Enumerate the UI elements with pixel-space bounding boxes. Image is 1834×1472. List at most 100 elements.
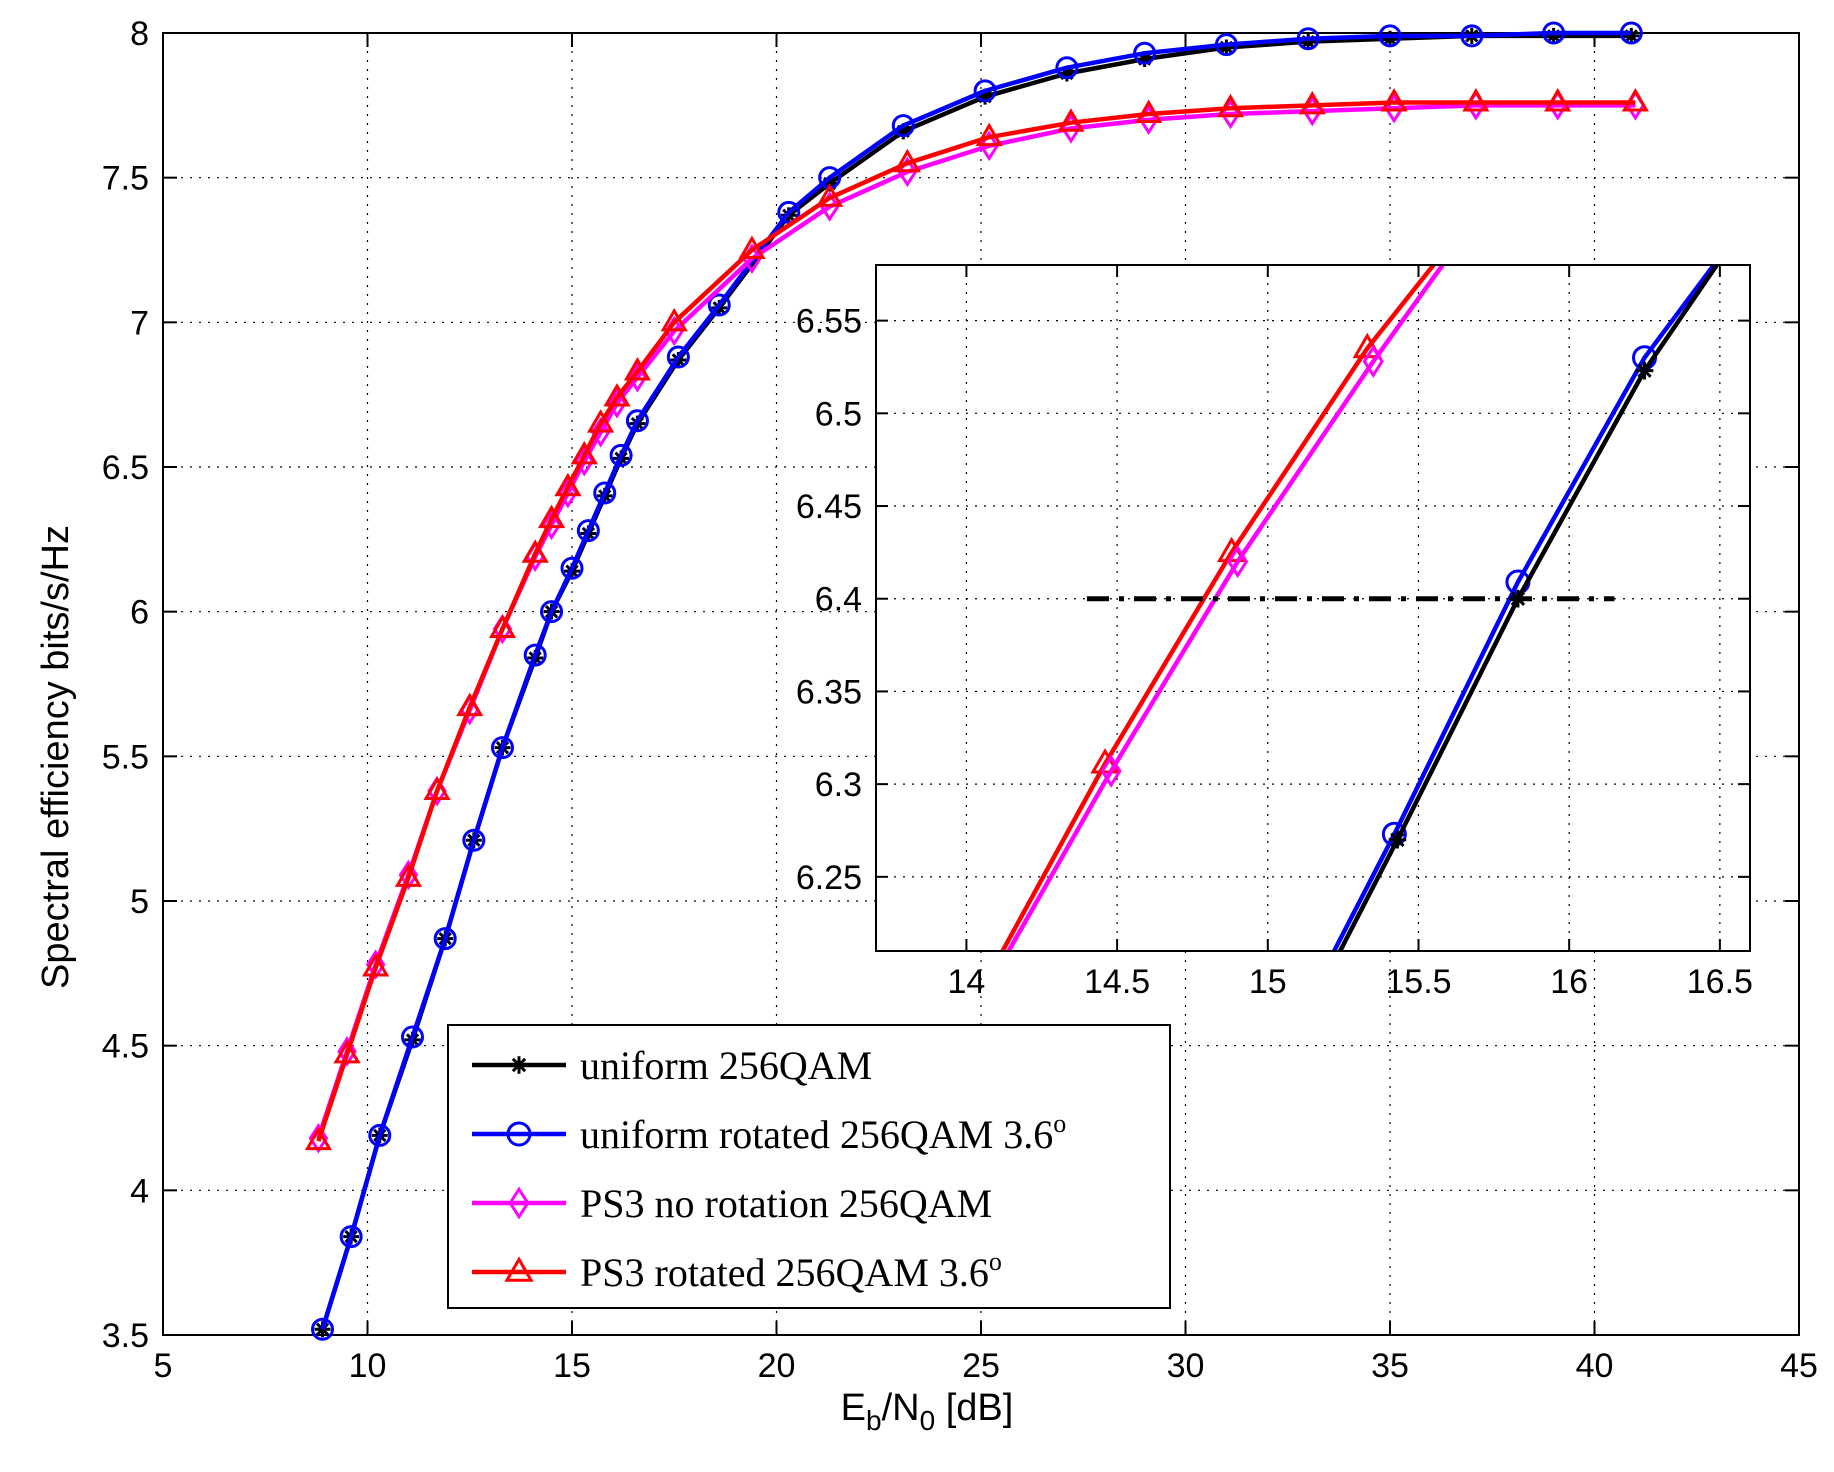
data-point <box>1055 56 1079 80</box>
data-point <box>1133 41 1157 65</box>
inset-series-line <box>1000 265 1436 951</box>
x-tick-label: 30 <box>1167 1347 1205 1385</box>
data-point <box>1621 87 1650 112</box>
legend-label: uniform 256QAM <box>580 1043 872 1088</box>
legend-label-text: uniform rotated 256QAM 3.6 <box>580 1112 1053 1157</box>
data-point <box>973 79 997 103</box>
series-line <box>320 30 1632 1330</box>
data-point <box>627 362 648 393</box>
data-point <box>1462 87 1490 112</box>
legend-label: PS3 no rotation 256QAM <box>580 1181 992 1226</box>
data-point <box>400 1025 424 1049</box>
inset-data-point <box>1227 545 1249 579</box>
data-point <box>560 556 584 580</box>
grid <box>163 33 1799 1335</box>
data-point <box>603 383 631 407</box>
y-tick-label: 4.5 <box>102 1028 149 1066</box>
legend-entry-2: PS3 no rotation 256QAM <box>472 1181 992 1226</box>
data-point <box>537 504 566 529</box>
y-tick-label: 7.5 <box>102 160 149 198</box>
inset-x-tick-label: 14.5 <box>1084 963 1150 1001</box>
data-point <box>1218 39 1235 56</box>
data-point <box>394 863 423 887</box>
data-point <box>1296 27 1320 51</box>
inset-series-line <box>1006 265 1445 951</box>
data-point <box>666 345 690 369</box>
data-point <box>1057 108 1085 132</box>
inset-y-tick-label: 6.4 <box>815 581 862 619</box>
data-point <box>1214 33 1238 57</box>
x-tick-label: 10 <box>349 1347 387 1385</box>
data-point <box>1382 30 1398 47</box>
data-point <box>777 200 801 224</box>
data-point <box>423 776 451 801</box>
data-point <box>576 519 600 543</box>
inset-data-point <box>1388 830 1407 849</box>
y-tick-label: 5.5 <box>102 738 149 776</box>
legend: uniform 256QAM uniform rotated 256QAM 3.6… <box>447 1024 1171 1309</box>
data-point <box>1619 21 1643 45</box>
data-point <box>333 1039 361 1064</box>
data-point <box>558 477 578 509</box>
data-point <box>1135 99 1163 124</box>
data-point <box>1542 21 1566 45</box>
data-point <box>975 122 1003 147</box>
data-point <box>337 1036 357 1067</box>
data-point <box>308 1122 329 1154</box>
data-point <box>977 88 994 105</box>
data-point <box>609 443 633 467</box>
legend-marker <box>510 1056 528 1074</box>
legend-entry-3: PS3 rotated 256QAM 3.6o <box>472 1247 1002 1295</box>
data-point <box>1216 93 1245 118</box>
data-point <box>1623 27 1640 44</box>
data-point <box>625 409 649 433</box>
legend-marker <box>508 1186 530 1220</box>
inset-series-1 <box>1006 265 1445 951</box>
data-point <box>521 539 549 563</box>
legend-label: PS3 rotated 256QAM 3.6o <box>580 1247 1002 1295</box>
inset-y-tick-label: 6.35 <box>796 673 862 711</box>
data-point <box>590 416 611 448</box>
data-point <box>738 235 766 259</box>
data-point <box>339 1225 363 1249</box>
inset-x-tick-label: 16.5 <box>1687 963 1753 1001</box>
inset-data-point <box>1635 361 1654 380</box>
legend-label: uniform rotated 256QAM 3.6o <box>580 1109 1066 1157</box>
data-point <box>433 927 457 951</box>
data-point <box>1460 24 1484 48</box>
y-tick-label: 3.5 <box>102 1317 149 1355</box>
x-tick-label: 15 <box>553 1347 591 1385</box>
data-point <box>554 472 582 497</box>
inset-data-point <box>1090 748 1120 774</box>
inset-x-tick-label: 14 <box>947 963 985 1001</box>
inset-x-tick-label: 15 <box>1249 963 1287 1001</box>
data-point <box>541 509 562 541</box>
x-tick-label: 20 <box>758 1347 796 1385</box>
legend-marker <box>504 1256 534 1282</box>
inset-y-tick-label: 6.3 <box>815 766 862 804</box>
inset-frame <box>875 264 1751 952</box>
inset-y-tick-label: 6.25 <box>796 859 862 897</box>
data-point <box>523 643 547 667</box>
data-point <box>1544 87 1572 112</box>
data-point <box>607 388 627 419</box>
legend-label-text: PS3 no rotation 256QAM <box>580 1181 992 1226</box>
y-tick-label: 8 <box>130 15 149 53</box>
x-tick-label: 45 <box>1780 1347 1818 1385</box>
data-point <box>1058 65 1075 82</box>
inset-y-tick-label: 6.55 <box>796 303 862 341</box>
data-point <box>623 357 652 381</box>
data-point <box>311 1317 335 1341</box>
y-tick-label: 5 <box>130 883 149 921</box>
data-point <box>1378 24 1402 48</box>
data-point <box>891 114 915 138</box>
x-tick-label: 5 <box>154 1347 173 1385</box>
series-3 <box>304 87 1650 1151</box>
data-point <box>1300 33 1317 50</box>
legend-entry-1: uniform rotated 256QAM 3.6o <box>472 1109 1066 1157</box>
data-point <box>895 123 912 140</box>
x-tick-label: 35 <box>1371 1347 1409 1385</box>
inset-grid <box>876 265 1750 951</box>
y-tick-label: 6.5 <box>102 449 149 487</box>
